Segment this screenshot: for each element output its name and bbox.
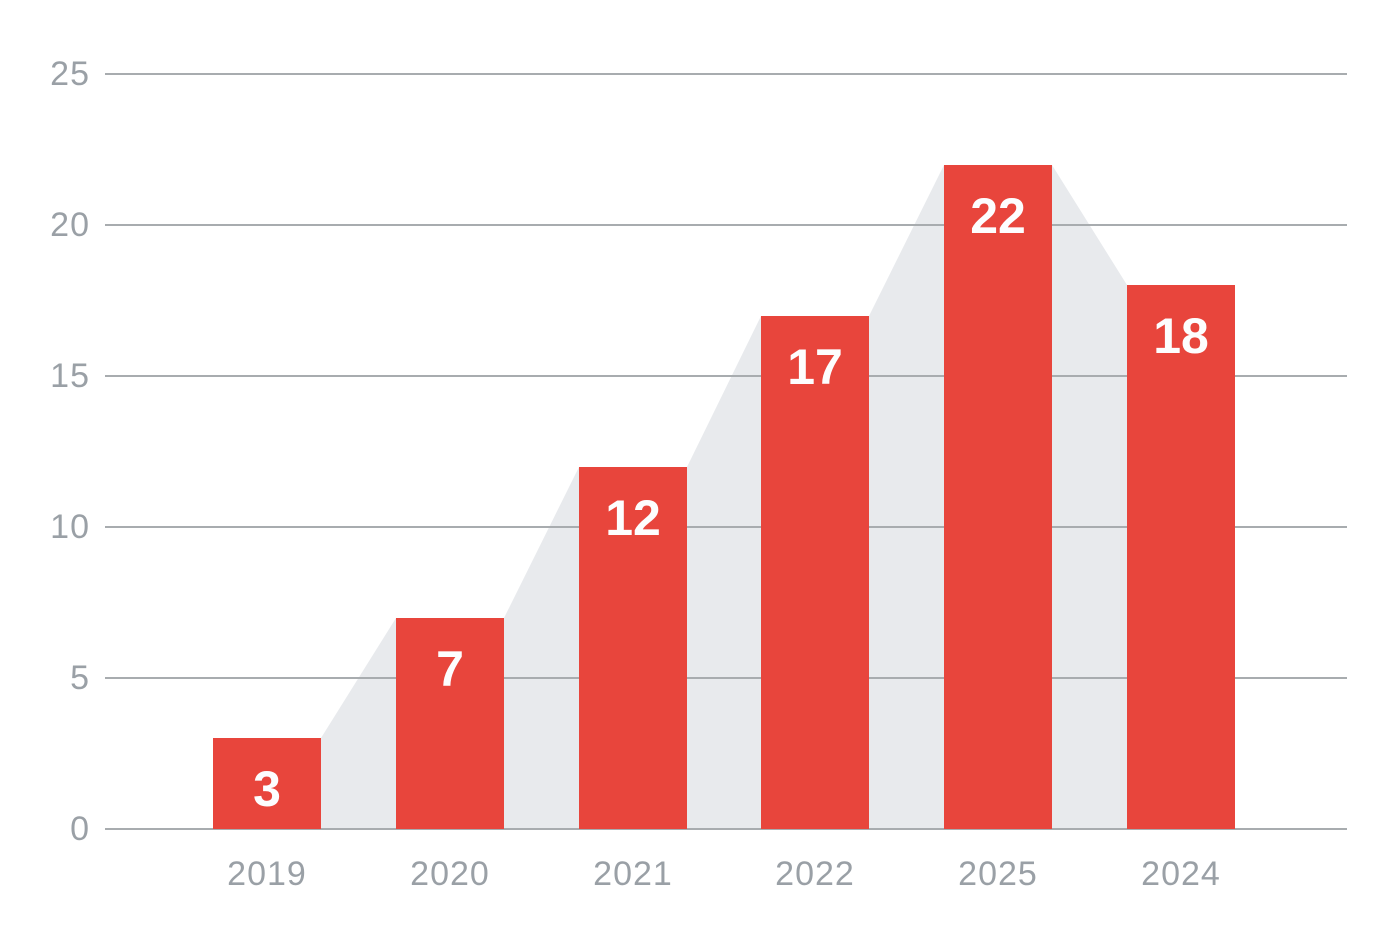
y-tick-label: 25: [50, 55, 90, 93]
x-tick-label-2020: 2020: [410, 855, 490, 893]
bar-2025: 22: [944, 165, 1052, 829]
bar-value-label: 17: [787, 339, 843, 395]
y-tick-label: 0: [70, 810, 90, 848]
bar-2021: 12: [579, 467, 687, 829]
y-tick-label: 15: [50, 357, 90, 395]
y-gridline: [105, 224, 1347, 226]
bar-2019: 3: [213, 738, 321, 829]
y-gridline: [105, 828, 1347, 830]
x-tick-label-2019: 2019: [227, 855, 307, 893]
x-tick-label-2021: 2021: [593, 855, 673, 893]
x-tick-label-2025: 2025: [958, 855, 1038, 893]
bar-2020: 7: [396, 618, 504, 829]
bar-2024: 18: [1127, 285, 1235, 829]
x-tick-label-2024: 2024: [1141, 855, 1221, 893]
bar-value-label: 3: [253, 761, 281, 817]
y-tick-label: 20: [50, 206, 90, 244]
y-gridline: [105, 375, 1347, 377]
bar-value-label: 7: [436, 641, 464, 697]
y-tick-label: 5: [70, 659, 90, 697]
bar-value-label: 22: [970, 188, 1026, 244]
y-gridline: [105, 526, 1347, 528]
y-gridline: [105, 677, 1347, 679]
y-gridline: [105, 73, 1347, 75]
bar-value-label: 18: [1153, 308, 1209, 364]
x-tick-label-2022: 2022: [775, 855, 855, 893]
bar-value-label: 12: [605, 490, 661, 546]
bar-2022: 17: [761, 316, 869, 829]
y-tick-label: 10: [50, 508, 90, 546]
